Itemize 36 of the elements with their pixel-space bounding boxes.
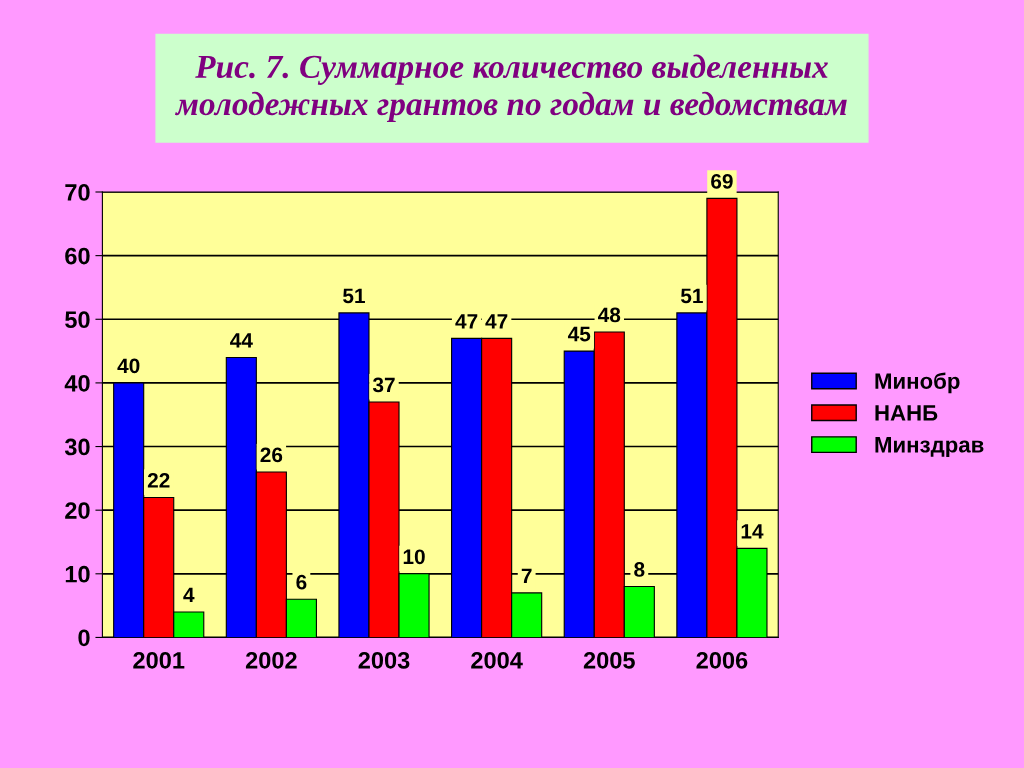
y-tick-label: 20: [65, 502, 90, 519]
x-tick-label: 2002: [245, 651, 297, 669]
y-tick-label: 60: [65, 247, 90, 265]
data-label: 6: [296, 574, 307, 590]
chart-title: Рис. 7. Суммарное количество выделенных молодежных грантов по годам и ведомствам: [174, 54, 847, 123]
y-tick-label: 50: [65, 311, 90, 329]
data-label: 69: [711, 173, 733, 189]
data-label: 51: [343, 288, 365, 304]
data-label: 45: [567, 326, 591, 342]
data-label: 47: [485, 314, 508, 329]
data-label: 8: [634, 562, 645, 577]
data-label: 7: [521, 568, 532, 584]
data-label: 14: [741, 524, 764, 539]
data-label: 51: [680, 288, 703, 304]
legend-label: НАНБ: [875, 405, 938, 421]
data-label: 47: [455, 314, 478, 329]
x-tick-label: 2004: [471, 651, 523, 669]
x-tick-label: 2005: [583, 651, 635, 669]
y-tick-label: 10: [65, 565, 90, 583]
legend-label: Минобр: [875, 372, 960, 394]
y-tick-label: 40: [64, 374, 90, 392]
legend-label: Минздрав: [875, 437, 984, 457]
data-label: 4: [183, 587, 195, 603]
data-label: 10: [403, 549, 425, 565]
data-label: 37: [372, 377, 395, 393]
data-label: 26: [260, 447, 283, 463]
x-tick-label: 2001: [133, 651, 185, 669]
x-tick-label: 2006: [696, 651, 748, 669]
y-tick-label: 0: [78, 629, 90, 647]
y-tick-label: 30: [64, 438, 90, 456]
y-tick-label: 70: [65, 184, 90, 201]
data-label: 22: [147, 473, 170, 488]
x-tick-label: 2003: [358, 651, 410, 669]
data-label: 48: [598, 307, 621, 323]
data-label: 40: [117, 358, 140, 374]
data-label: 44: [230, 333, 253, 348]
